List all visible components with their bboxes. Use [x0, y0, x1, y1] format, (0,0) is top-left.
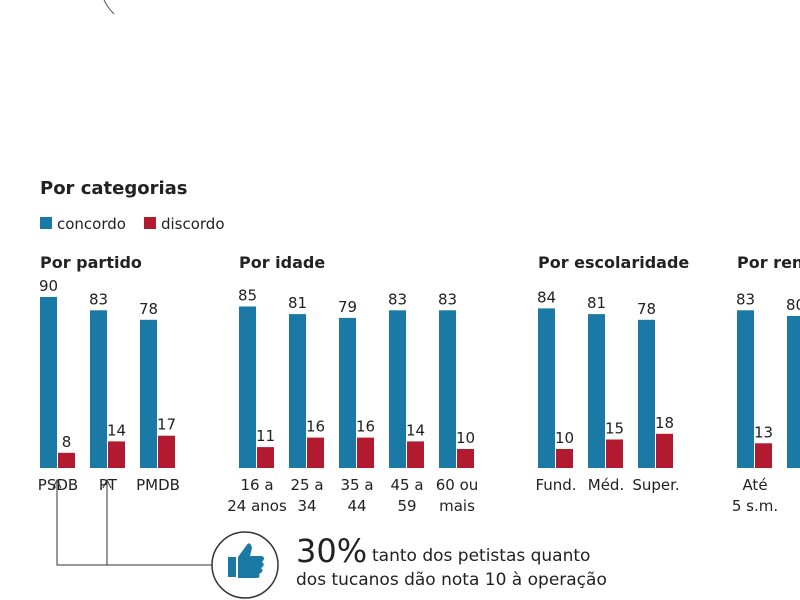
bar: [108, 441, 125, 468]
category-label: PSDB: [38, 476, 78, 494]
bar: [257, 447, 274, 468]
value-label: 81: [288, 294, 307, 312]
category-label: PT: [99, 476, 118, 494]
plots: Por partido 90 83 78 8 14 17 PSDB PT PMDB Por idad…: [38, 253, 800, 515]
annotation-text: dos tucanos dão nota 10 à operação: [296, 570, 607, 590]
category-label: 34: [297, 497, 316, 515]
value-label: 16: [306, 418, 325, 436]
value-label: 78: [139, 300, 158, 318]
category-label: PMDB: [136, 476, 180, 494]
value-label: 81: [587, 294, 606, 312]
subchart: Por escolaridade 84 81 78 10 15 18 Fund. Méd. Sup…: [535, 253, 689, 494]
category-label: 60 ou: [436, 476, 479, 494]
category-label: 24 anos: [227, 497, 287, 515]
bar: [40, 297, 57, 468]
value-label: 16: [356, 418, 375, 436]
category-label: 44: [347, 497, 366, 515]
decor: [103, 0, 115, 15]
category-label: Fund.: [535, 476, 576, 494]
legend-label: discordo: [161, 215, 225, 233]
value-label: 10: [555, 429, 574, 447]
value-label: 11: [256, 427, 275, 445]
bar: [606, 439, 623, 468]
category-label: Méd.: [588, 476, 624, 494]
bar: [538, 308, 555, 468]
bar: [158, 435, 175, 468]
value-label: 83: [736, 290, 755, 308]
subchart-title: Por partido: [40, 253, 142, 272]
value-label: 14: [406, 421, 425, 439]
value-label: 17: [157, 416, 176, 434]
value-label: 78: [637, 300, 656, 318]
bar: [289, 314, 306, 468]
bar: [58, 452, 75, 468]
category-label: Super.: [632, 476, 679, 494]
subchart-title: Por escolaridade: [538, 253, 689, 272]
value-label: 18: [655, 414, 674, 432]
bar: [339, 317, 356, 468]
category-label: 35 a: [340, 476, 373, 494]
bar: [307, 437, 324, 468]
category-label: 5 s.m.: [732, 497, 778, 515]
value-label: 83: [438, 290, 457, 308]
subchart: Por partido 90 83 78 8 14 17 PSDB PT PMDB: [38, 253, 180, 494]
category-label: mais: [439, 497, 475, 515]
subchart: Por idade 85 81 79 83 83 11 16 16 14 10 16 a 24 anos…: [227, 253, 478, 515]
thumb-icon: [228, 543, 264, 578]
legend: concordo discordo: [40, 215, 225, 233]
bar: [407, 441, 424, 468]
value-label: 83: [388, 290, 407, 308]
bar: [457, 449, 474, 468]
value-label: 10: [456, 429, 475, 447]
bar: [656, 433, 673, 468]
value-label: 13: [754, 423, 773, 441]
value-label: 80: [786, 296, 800, 314]
value-label: 85: [238, 287, 257, 305]
category-label: Até: [742, 476, 767, 494]
legend-swatch: [143, 217, 156, 229]
bar: [357, 437, 374, 468]
value-label: 79: [338, 298, 357, 316]
bar: [755, 443, 772, 468]
category-label: 16 a: [240, 476, 273, 494]
bar: [389, 310, 406, 468]
bar: [90, 310, 107, 468]
category-label: 59: [397, 497, 416, 515]
bar: [737, 310, 754, 468]
value-label: 90: [39, 277, 58, 295]
value-label: 14: [107, 421, 126, 439]
arrow-head: [52, 478, 112, 489]
bar: [140, 319, 157, 468]
bar: [556, 449, 573, 468]
annotation-text: tanto dos petistas quanto: [372, 546, 590, 566]
subchart: Por renda 83 80 13 Até 5 s.m.: [732, 253, 800, 515]
arrow-line: [56, 482, 212, 566]
subchart-title: Por renda: [737, 253, 800, 272]
bar: [787, 316, 800, 468]
value-label: 84: [537, 288, 556, 306]
bar: [588, 314, 605, 468]
value-label: 15: [605, 420, 624, 438]
bar: [239, 306, 256, 468]
bar: [638, 319, 655, 468]
title: Por categorias: [40, 178, 188, 199]
value-label: 83: [89, 290, 108, 308]
legend-swatch: [40, 217, 52, 229]
value-label: 8: [62, 433, 72, 451]
legend-label: concordo: [57, 215, 126, 233]
category-label: 45 a: [390, 476, 423, 494]
bar: [439, 310, 456, 468]
category-label: 25 a: [290, 476, 323, 494]
subchart-title: Por idade: [239, 253, 325, 272]
annotation-big: 30%: [296, 532, 367, 570]
arrows: [52, 478, 212, 566]
